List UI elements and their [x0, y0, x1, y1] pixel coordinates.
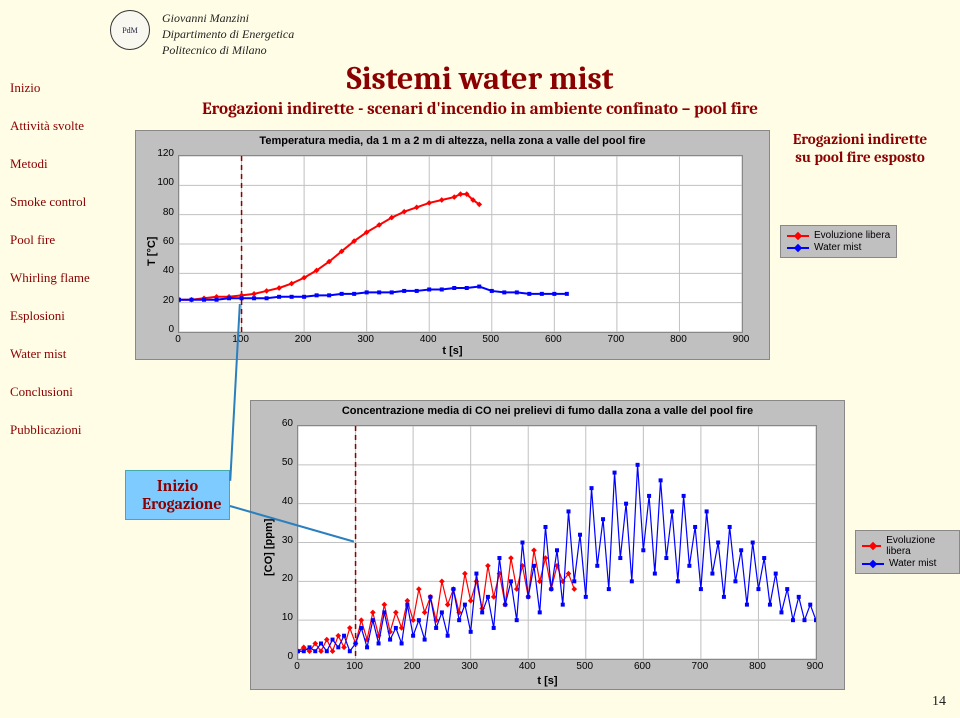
sidebar-nav: Inizio Attività svolte Metodi Smoke cont… — [10, 80, 110, 460]
xtick: 300 — [458, 661, 482, 672]
xtick: 900 — [729, 334, 753, 345]
chart2-legend: Evoluzione liberaWater mist — [855, 530, 960, 574]
xtick: 900 — [803, 661, 827, 672]
ytick: 0 — [269, 651, 293, 662]
xtick: 600 — [630, 661, 654, 672]
sidebar-item-whirling[interactable]: Whirling flame — [10, 270, 110, 286]
sidebar-item-esplosioni[interactable]: Esplosioni — [10, 308, 110, 324]
xtick: 800 — [745, 661, 769, 672]
xtick: 500 — [573, 661, 597, 672]
legend-entry: Water mist — [787, 242, 890, 253]
ytick: 50 — [269, 457, 293, 468]
sidebar-item-metodi[interactable]: Metodi — [10, 156, 110, 172]
ytick: 40 — [269, 496, 293, 507]
chart-temperature: Temperatura media, da 1 m a 2 m di altez… — [135, 130, 770, 360]
chart2-ylabel: [CO] [ppm] — [263, 519, 275, 576]
chart-co-concentration: Concentrazione media di CO nei prelievi … — [250, 400, 845, 690]
sidebar-item-pubblicazioni[interactable]: Pubblicazioni — [10, 422, 110, 438]
ytick: 100 — [150, 177, 174, 188]
xtick: 500 — [479, 334, 503, 345]
erogazione-callout: Inizio Erogazione — [125, 470, 230, 520]
ytick: 60 — [269, 418, 293, 429]
xtick: 0 — [285, 661, 309, 672]
xtick: 800 — [666, 334, 690, 345]
xtick: 200 — [400, 661, 424, 672]
sidebar-item-watermist[interactable]: Water mist — [10, 346, 110, 362]
ytick: 20 — [150, 295, 174, 306]
ytick: 10 — [269, 612, 293, 623]
legend-entry: Water mist — [862, 558, 953, 569]
xtick: 300 — [354, 334, 378, 345]
legend-entry: Evoluzione libera — [862, 535, 953, 557]
ytick: 60 — [150, 236, 174, 247]
department: Dipartimento di Energetica — [162, 26, 294, 42]
ytick: 40 — [150, 265, 174, 276]
chart1-xlabel: t [s] — [136, 345, 769, 357]
sidebar-item-attivita[interactable]: Attività svolte — [10, 118, 110, 134]
ytick: 80 — [150, 207, 174, 218]
legend-entry: Evoluzione libera — [787, 230, 890, 241]
chart1-title: Temperatura media, da 1 m a 2 m di altez… — [136, 135, 769, 147]
header: PdM Giovanni Manzini Dipartimento di Ene… — [110, 10, 294, 59]
xtick: 100 — [229, 334, 253, 345]
xtick: 0 — [166, 334, 190, 345]
page-title: Sistemi water mist — [0, 60, 960, 97]
ytick: 30 — [269, 535, 293, 546]
xtick: 700 — [604, 334, 628, 345]
author-name: Giovanni Manzini — [162, 10, 294, 26]
page-number: 14 — [932, 694, 946, 710]
xtick: 400 — [515, 661, 539, 672]
xtick: 100 — [343, 661, 367, 672]
page-subtitle: Erogazioni indirette - scenari d'incendi… — [0, 100, 960, 119]
ytick: 20 — [269, 573, 293, 584]
chart2-title: Concentrazione media di CO nei prelievi … — [251, 405, 844, 417]
ytick: 120 — [150, 148, 174, 159]
xtick: 200 — [291, 334, 315, 345]
chart1-legend: Evoluzione liberaWater mist — [780, 225, 897, 258]
affiliation-block: Giovanni Manzini Dipartimento di Energet… — [162, 10, 294, 59]
institution: Politecnico di Milano — [162, 42, 294, 58]
xtick: 600 — [541, 334, 565, 345]
sidebar-item-conclusioni[interactable]: Conclusioni — [10, 384, 110, 400]
chart2-xlabel: t [s] — [251, 675, 844, 687]
sidebar-item-smoke[interactable]: Smoke control — [10, 194, 110, 210]
ytick: 0 — [150, 324, 174, 335]
sidebar-item-poolfire[interactable]: Pool fire — [10, 232, 110, 248]
callout-text: Inizio Erogazione — [142, 477, 222, 513]
xtick: 700 — [688, 661, 712, 672]
xtick: 400 — [416, 334, 440, 345]
institution-logo: PdM — [110, 10, 150, 50]
right-annotation: Erogazioni indirette su pool fire espost… — [785, 130, 935, 166]
